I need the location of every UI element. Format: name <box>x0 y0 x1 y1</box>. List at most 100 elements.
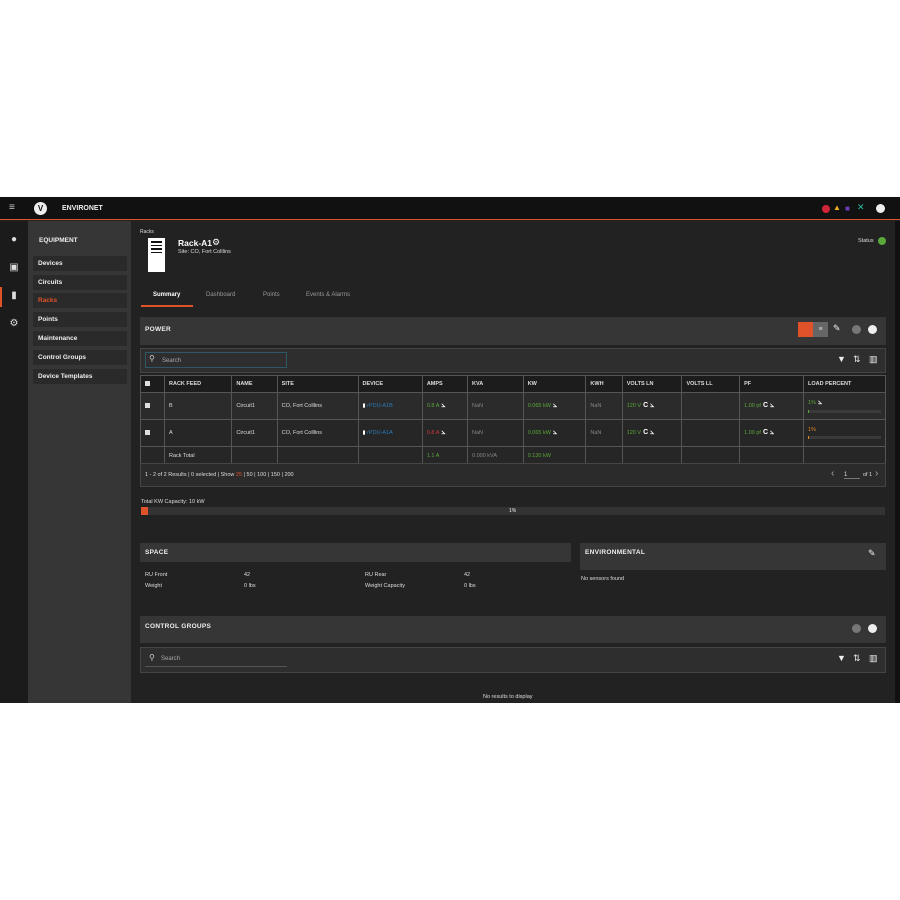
warning-alarm-icon[interactable]: ▲ <box>833 203 841 212</box>
icon-rail: ● ▣ ▮ ⚙ <box>0 221 28 703</box>
filter-icon[interactable]: ▼ <box>837 354 846 364</box>
load-percent: 1% <box>808 400 816 406</box>
sidebar-item-circuits[interactable]: Circuits <box>33 275 127 290</box>
logo-icon: V <box>34 202 47 215</box>
pf-value: 1.00 pf <box>744 403 761 409</box>
critical-alarm-icon[interactable] <box>822 205 830 213</box>
tab-points[interactable]: Points <box>263 292 280 298</box>
calc-icon[interactable]: C <box>762 429 768 436</box>
sidebar-item-control-groups[interactable]: Control Groups <box>33 350 127 365</box>
total-amps: 1.1 A <box>421 446 469 465</box>
page-size-options[interactable]: | 50 | 100 | 150 | 200 <box>242 472 294 478</box>
circuit-name: Circuit1 <box>231 419 278 447</box>
menu-icon[interactable]: ≡ <box>9 202 15 213</box>
kwh-value: NaN <box>585 419 623 447</box>
reports-icon[interactable]: ▣ <box>9 262 19 273</box>
list-view-button[interactable]: ≡ <box>813 322 828 337</box>
sidebar-item-device-templates[interactable]: Device Templates <box>33 369 127 384</box>
edit-environmental-icon[interactable]: ✎ <box>868 548 876 558</box>
col-pf[interactable]: PF <box>739 375 804 393</box>
device-link[interactable]: rPDU-A1A <box>367 430 393 436</box>
card-view-button[interactable] <box>798 322 813 337</box>
top-bar: ≡ V ENVIRONET ▲ ■ ✕ <box>0 197 900 220</box>
row-checkbox[interactable] <box>145 429 150 435</box>
search-icon: ⚲ <box>149 653 155 662</box>
settings-icon[interactable]: ⚙ <box>9 318 19 329</box>
calc-icon[interactable]: C <box>762 402 768 409</box>
rack-settings-icon[interactable]: ⚙ <box>212 237 221 247</box>
power-search-input[interactable]: Search <box>145 352 287 368</box>
calc-icon[interactable]: C <box>643 429 649 436</box>
page-count: of 1 <box>863 472 873 478</box>
col-kwh[interactable]: KWH <box>585 375 623 393</box>
volts-ll-value <box>681 392 741 420</box>
tab-summary[interactable]: Summary <box>153 292 181 298</box>
chart-icon[interactable]: ⦣ <box>552 402 557 409</box>
next-page-icon[interactable]: › <box>875 468 879 479</box>
chart-icon[interactable]: ⦣ <box>441 402 446 409</box>
col-volts-ll[interactable]: VOLTS LL <box>681 375 741 393</box>
add-icon[interactable] <box>868 325 877 334</box>
col-amps[interactable]: AMPS <box>421 375 469 393</box>
tab-events-alarms[interactable]: Events & Alarms <box>306 292 351 298</box>
prev-page-icon[interactable]: ‹ <box>831 468 835 479</box>
environmental-panel-header: ENVIRONMENTAL <box>580 543 886 570</box>
equipment-icon[interactable]: ▮ <box>11 290 17 301</box>
load-percent: 1% <box>808 427 816 433</box>
device-link[interactable]: rPDU-A1B <box>367 403 393 409</box>
table-row[interactable]: A Circuit1 CO, Fort Colllins ▮ rPDU-A1A … <box>140 419 886 447</box>
columns-icon[interactable]: ▥ <box>869 653 878 663</box>
chart-icon[interactable]: ⦣ <box>552 429 557 436</box>
table-row[interactable]: B Circuit1 CO, Fort Colllins ▮ rPDU-A1B … <box>140 392 886 420</box>
no-sensors-text: No sensors found <box>581 576 625 582</box>
col-name[interactable]: NAME <box>231 375 278 393</box>
user-icon[interactable] <box>876 204 885 213</box>
info-alarm-icon[interactable]: ■ <box>845 204 850 213</box>
select-all-checkbox[interactable] <box>145 380 150 386</box>
control-groups-search-input[interactable]: Search <box>145 651 287 667</box>
page-input[interactable]: 1 <box>844 472 860 479</box>
col-kw[interactable]: KW <box>522 375 587 393</box>
col-kva[interactable]: KVA <box>467 375 524 393</box>
sort-icon[interactable]: ⇅ <box>853 354 861 364</box>
page-size-25[interactable]: 25 <box>235 472 243 478</box>
capacity-label: Total KW Capacity: 10 kW <box>141 499 205 505</box>
capacity-bar: 1% <box>141 507 885 515</box>
columns-icon[interactable]: ▥ <box>869 354 878 364</box>
dashboard-icon[interactable]: ● <box>10 234 18 245</box>
chart-icon[interactable]: ⦣ <box>650 402 655 409</box>
add-control-group-icon[interactable] <box>868 624 877 633</box>
app-window: ≡ V ENVIRONET ▲ ■ ✕ ● ▣ ▮ ⚙ EQUIPMENT De… <box>0 197 900 703</box>
breadcrumb[interactable]: Racks <box>140 229 154 235</box>
sidebar-item-racks[interactable]: Racks <box>33 293 127 308</box>
tools-icon[interactable]: ✕ <box>857 202 865 212</box>
volts-ln-value: 120 V <box>626 430 642 436</box>
chart-icon[interactable]: ⦣ <box>650 429 655 436</box>
scrollbar[interactable] <box>895 221 900 703</box>
space-title: SPACE <box>145 549 169 556</box>
chart-icon[interactable]: ⦣ <box>770 429 775 436</box>
chart-icon[interactable]: ⦣ <box>770 402 775 409</box>
sidebar-item-devices[interactable]: Devices <box>33 256 127 271</box>
remove-control-group-icon[interactable] <box>852 624 861 633</box>
sidebar-item-maintenance[interactable]: Maintenance <box>33 331 127 346</box>
filter-icon[interactable]: ▼ <box>837 653 846 663</box>
calc-icon[interactable]: C <box>643 402 649 409</box>
sort-icon[interactable]: ⇅ <box>853 653 861 663</box>
col-rack-feed[interactable]: RACK FEED <box>163 375 233 393</box>
col-site[interactable]: SITE <box>276 375 359 393</box>
sidebar-item-points[interactable]: Points <box>33 312 127 327</box>
remove-icon[interactable] <box>852 325 861 334</box>
kva-value: NaN <box>467 419 524 447</box>
tab-dashboard[interactable]: Dashboard <box>206 292 236 298</box>
table-header: RACK FEED NAME SITE DEVICE AMPS KVA KW K… <box>140 375 886 393</box>
col-device[interactable]: DEVICE <box>357 375 423 393</box>
ru-rear-value: 42 <box>464 572 471 578</box>
total-kw: 0.130 kW <box>522 446 587 465</box>
chart-icon[interactable]: ⦣ <box>441 429 446 436</box>
row-checkbox[interactable] <box>145 402 150 408</box>
col-load-percent[interactable]: LOAD PERCENT <box>803 375 886 393</box>
col-volts-ln[interactable]: VOLTS LN <box>621 375 683 393</box>
chart-icon[interactable]: ⦣ <box>817 399 822 406</box>
edit-icon[interactable]: ✎ <box>833 323 841 333</box>
